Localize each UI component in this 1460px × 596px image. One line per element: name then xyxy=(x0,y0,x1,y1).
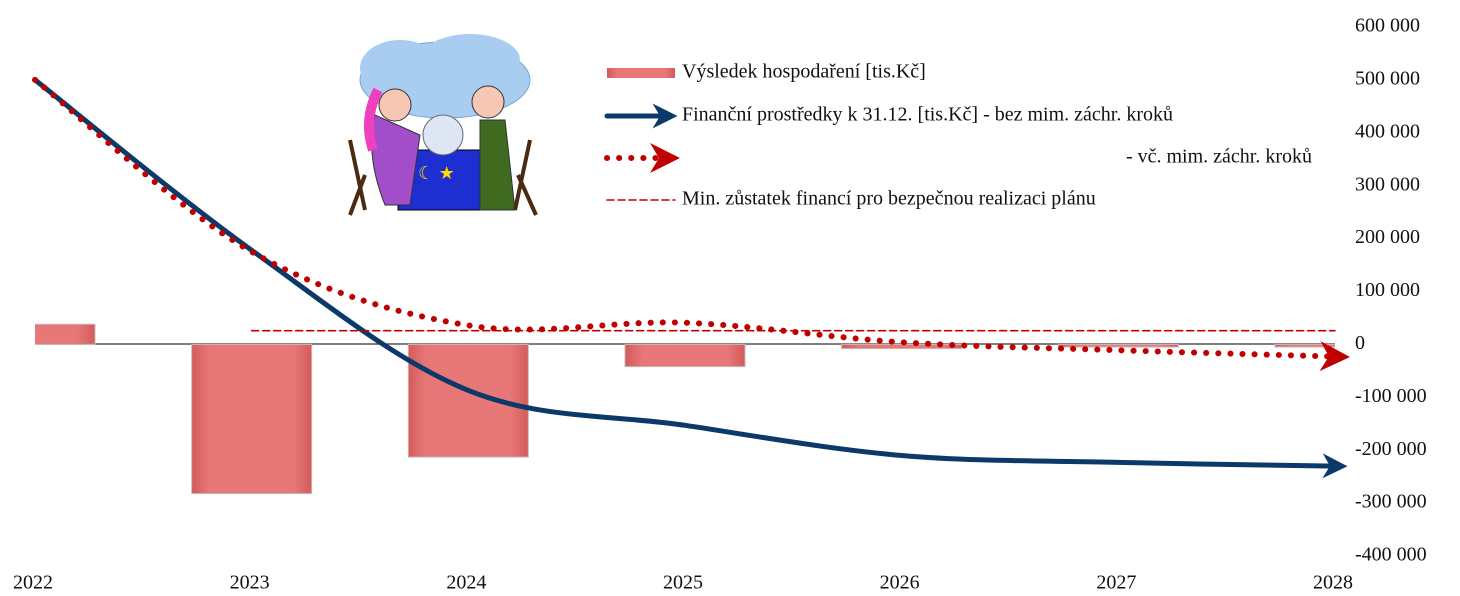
x-tick-label: 2027 xyxy=(1096,572,1136,594)
line-dotted xyxy=(32,76,1350,372)
legend-label: - vč. mim. záchr. kroků xyxy=(1126,146,1312,168)
legend-swatch xyxy=(607,68,675,78)
clip-art: ☾ ★ xyxy=(348,34,538,216)
bar xyxy=(191,343,313,495)
bar xyxy=(1274,343,1335,348)
bar xyxy=(407,343,529,458)
bar xyxy=(841,343,963,350)
y-tick-label: -200 000 xyxy=(1355,438,1427,460)
x-tick-label: 2023 xyxy=(230,572,270,594)
svg-text:☾ ★: ☾ ★ xyxy=(418,163,455,183)
bar xyxy=(1057,343,1179,348)
y-tick-label: 600 000 xyxy=(1355,15,1420,37)
bars xyxy=(35,323,1335,495)
y-tick-label: -400 000 xyxy=(1355,544,1427,566)
y-tick-label: 400 000 xyxy=(1355,120,1420,142)
legend-label: Finanční prostředky k 31.12. [tis.Kč] - … xyxy=(682,104,1173,126)
y-tick-label: 200 000 xyxy=(1355,226,1420,248)
y-tick-label: 500 000 xyxy=(1355,67,1420,89)
y-tick-label: 100 000 xyxy=(1355,279,1420,301)
x-tick-label: 2025 xyxy=(663,572,703,594)
x-tick-label: 2024 xyxy=(446,572,486,594)
x-tick-label: 2026 xyxy=(880,572,920,594)
x-tick-label: 2022 xyxy=(13,572,53,594)
y-tick-label: -300 000 xyxy=(1355,491,1427,513)
x-tick-label: 2028 xyxy=(1313,572,1353,594)
y-tick-label: 300 000 xyxy=(1355,173,1420,195)
y-tick-label: 0 xyxy=(1355,332,1365,354)
line-solid xyxy=(32,77,1348,479)
legend-label: Výsledek hospodaření [tis.Kč] xyxy=(682,61,926,83)
legend-label: Min. zůstatek financí pro bezpečnou real… xyxy=(682,188,1096,210)
bar xyxy=(624,343,746,368)
bar xyxy=(35,323,96,345)
y-tick-label: -100 000 xyxy=(1355,385,1427,407)
